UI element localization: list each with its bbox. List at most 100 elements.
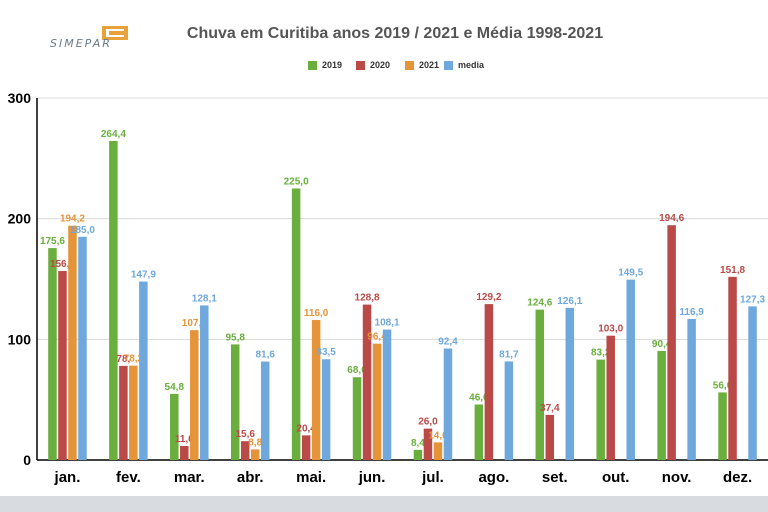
x-tick-label: dez. <box>723 469 752 486</box>
bar <box>626 279 635 460</box>
x-tick-label: out. <box>602 469 630 486</box>
data-label: 81,6 <box>255 350 275 361</box>
data-label: 129,2 <box>476 292 501 303</box>
x-tick-label: fev. <box>116 469 141 486</box>
data-label: 194,6 <box>659 213 684 224</box>
data-label: 149,5 <box>618 268 643 279</box>
legend-item: 2019 <box>308 60 342 70</box>
x-tick-label: set. <box>542 469 568 486</box>
x-tick-label: ago. <box>478 469 509 486</box>
x-tick-label: abr. <box>237 469 264 486</box>
data-label: 225,0 <box>284 177 309 188</box>
bar <box>657 350 666 460</box>
bar <box>748 306 757 460</box>
data-label: 126,1 <box>557 296 582 307</box>
bar <box>311 320 321 460</box>
data-label: 156,6 <box>50 259 75 270</box>
data-label: 68,6 <box>347 365 367 376</box>
legend-item: 2020 <box>356 60 390 70</box>
x-tick-label: jan. <box>54 469 81 486</box>
bar <box>260 361 270 460</box>
bar <box>139 281 148 460</box>
data-label: 11,6 <box>175 434 194 445</box>
bar <box>200 305 209 460</box>
data-label: 78, <box>116 354 130 365</box>
bar <box>443 348 453 460</box>
data-label: 8,4 <box>411 438 425 449</box>
bar <box>301 435 311 460</box>
data-label: 20,4 <box>296 423 316 434</box>
x-tick-label: mai. <box>296 469 326 486</box>
bar <box>413 449 423 460</box>
bar <box>372 343 382 460</box>
data-label: 151,8 <box>720 265 745 276</box>
data-label: 107,6 <box>182 318 207 329</box>
data-label: 264,4 <box>101 129 126 140</box>
y-tick-label: 0 <box>23 452 31 468</box>
bar <box>240 441 250 460</box>
data-label: 128,8 <box>355 293 380 304</box>
data-label: 108,1 <box>375 318 400 329</box>
legend-label: media <box>458 60 485 70</box>
legend-swatch <box>356 60 365 70</box>
bar <box>170 393 179 460</box>
data-label: 26,0 <box>418 417 438 428</box>
data-label: 92,4 <box>438 337 458 348</box>
x-tick-label: mar. <box>174 469 205 486</box>
bar <box>362 304 372 460</box>
bar <box>230 344 240 460</box>
data-label: 127,3 <box>740 294 765 305</box>
data-label: 37,4 <box>540 403 560 414</box>
bar <box>321 359 331 460</box>
data-label: 54,8 <box>165 382 185 393</box>
bar <box>504 361 514 460</box>
data-label: 15,6 <box>235 429 255 440</box>
bar <box>250 449 260 460</box>
data-label: 124,6 <box>527 298 552 309</box>
data-label: 147,9 <box>131 270 156 281</box>
legend-item: 2021 <box>405 60 439 70</box>
bar <box>545 414 555 460</box>
y-tick-label: 300 <box>8 90 32 106</box>
data-label: 194,2 <box>60 214 85 225</box>
legend: 2019 2020 2021 media <box>0 60 768 76</box>
data-label: 81,7 <box>499 349 519 360</box>
x-tick-label: jul. <box>421 469 444 486</box>
bar <box>565 307 575 460</box>
bar <box>352 377 362 460</box>
data-label: 83,5 <box>316 347 336 358</box>
bar <box>484 304 494 460</box>
data-label: 8,8 <box>248 437 262 448</box>
bar <box>291 188 301 460</box>
bar <box>535 309 545 460</box>
bar <box>687 318 696 460</box>
y-tick-label: 100 <box>8 331 32 347</box>
data-label: 14,6 <box>428 430 448 441</box>
logo-text: SIMEPAR <box>50 37 112 50</box>
y-tick-label: 200 <box>8 211 32 227</box>
bar <box>667 225 676 460</box>
bar <box>190 330 199 460</box>
simepar-logo-mark-icon <box>102 26 128 40</box>
legend-label: 2019 <box>322 60 343 70</box>
x-tick-label: jun. <box>358 469 386 486</box>
data-label: 95,8 <box>225 332 245 343</box>
legend-swatch <box>444 60 453 70</box>
bar <box>129 365 138 460</box>
legend-swatch <box>405 60 414 70</box>
legend-item: media <box>444 60 484 70</box>
simepar-logo: SIMEPAR <box>50 26 132 50</box>
data-label: 83,2 <box>591 348 611 359</box>
data-label: 128,1 <box>192 293 217 304</box>
legend-label: 2021 <box>419 60 440 70</box>
legend-swatch <box>308 60 317 70</box>
data-label: 90,4 <box>652 339 672 350</box>
data-label: 78,2 <box>124 354 144 365</box>
data-label: 116,0 <box>304 308 329 319</box>
data-label: 56,0 <box>713 380 733 391</box>
bottom-strip <box>0 496 768 512</box>
bar <box>433 442 443 460</box>
bar <box>78 236 87 460</box>
x-tick-label: nov. <box>662 469 692 486</box>
